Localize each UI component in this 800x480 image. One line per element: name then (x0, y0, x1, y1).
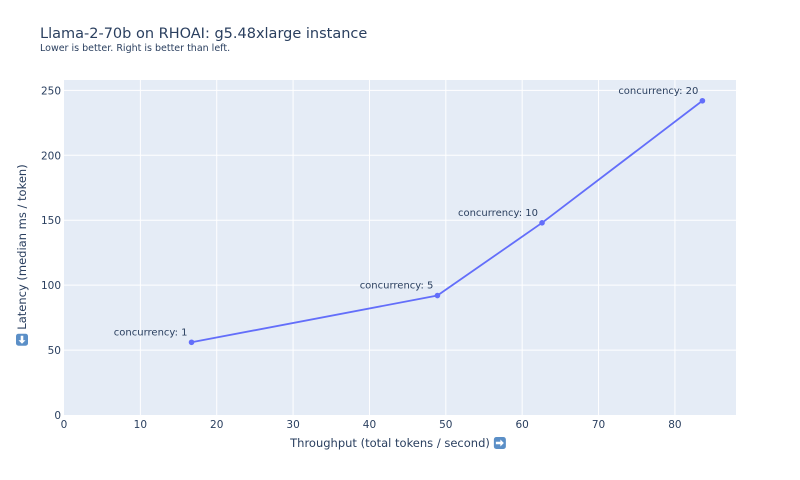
data-markers (188, 97, 706, 346)
x-tick-label: 40 (363, 419, 376, 431)
data-annotations: concurrency: 1 concurrency: 5 concurrency:… (114, 86, 699, 339)
data-point (188, 339, 195, 346)
x-tick-label: 60 (515, 419, 528, 431)
x-axis-title: Throughput (total tokens / second) (289, 436, 506, 450)
y-axis-title-text: Latency (median ms / token) (15, 164, 29, 329)
data-point (699, 97, 706, 104)
x-tick-label: 20 (210, 419, 223, 431)
y-tick-label: 150 (41, 215, 61, 227)
x-tick-label: 0 (61, 419, 68, 431)
y-tick-label: 250 (41, 85, 61, 97)
x-tick-label: 50 (439, 419, 452, 431)
point-label: concurrency: 20 (618, 86, 698, 97)
data-point (539, 220, 545, 226)
x-axis-title-text: Throughput (total tokens / second) (289, 436, 490, 450)
x-tick-label: 30 (286, 419, 299, 431)
x-tick-label: 70 (592, 419, 605, 431)
point-label: concurrency: 10 (458, 208, 538, 219)
chart-subtitle: Lower is better. Right is better than le… (40, 43, 231, 54)
data-line (191, 100, 703, 344)
y-axis-title: Latency (median ms / token) (15, 164, 29, 329)
gridlines (64, 80, 736, 415)
point-label: concurrency: 5 (360, 281, 434, 292)
y-tick-label: 0 (54, 410, 61, 422)
data-point (434, 292, 441, 299)
x-axis-ticks: 0 10 20 30 40 50 60 70 80 (61, 419, 682, 431)
y-tick-label: 50 (48, 345, 61, 357)
right-arrow-emoji-icon (493, 437, 506, 449)
x-tick-label: 10 (134, 419, 147, 431)
down-arrow-emoji-icon (16, 333, 28, 346)
plot-area (64, 80, 736, 415)
chart-title: Llama-2-70b on RHOAI: g5.48xlarge instan… (40, 26, 368, 42)
point-label: concurrency: 1 (114, 327, 188, 338)
y-tick-label: 200 (41, 150, 61, 162)
y-tick-label: 100 (41, 280, 61, 292)
y-axis-ticks: 0 50 100 150 200 250 (41, 85, 61, 422)
x-tick-label: 80 (668, 419, 681, 431)
